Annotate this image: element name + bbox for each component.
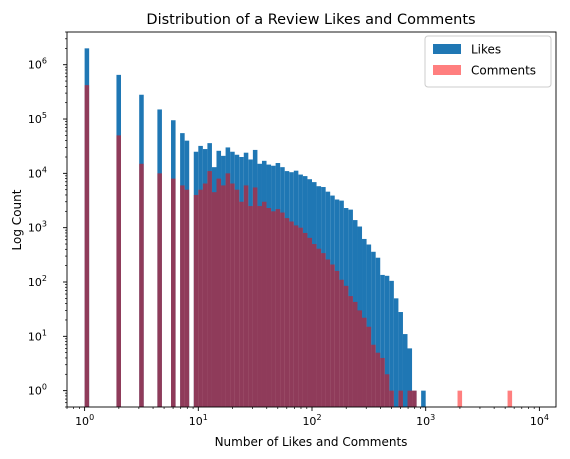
bar-comments [221,185,226,407]
bar-comments [271,211,276,407]
legend-label: Likes [471,43,501,57]
bar-comments [207,171,212,407]
legend-swatch [433,65,461,75]
bar-comments [116,135,121,407]
bar-comments [367,327,372,407]
bar-comments [212,192,217,407]
bar-likes [394,298,399,407]
x-axis-label: Number of Likes and Comments [215,435,408,449]
bar-comments [362,318,367,407]
bar-comments [321,253,326,407]
bar-comments [257,206,262,407]
bar-comments [408,391,413,407]
bar-comments [235,190,240,407]
bar-comments [385,374,390,407]
bar-comments [376,353,381,407]
bar-comments [239,202,244,407]
bar-likes [389,281,394,407]
bar-comments [226,173,231,407]
bar-comments [185,190,190,407]
bar-comments [157,173,162,407]
bar-likes [403,334,408,407]
bar-comments [267,208,272,407]
bar-comments [330,265,335,408]
bar-comments [171,179,176,407]
chart-title: Distribution of a Review Likes and Comme… [146,12,475,28]
bar-comments [371,345,376,407]
bar-comments [216,179,221,407]
bar-comments [248,206,253,407]
legend: Likes Comments [425,36,551,87]
bar-likes [421,391,426,407]
bar-comments [357,310,362,407]
bar-comments [294,225,299,407]
bar-comments [285,218,290,407]
bar-comments [312,244,317,407]
bar-comments [398,391,403,407]
bar-comments [280,213,285,407]
bar-comments [508,391,513,407]
y-axis-label: Log Count [10,189,24,250]
legend-swatch [433,44,461,54]
bar-comments [139,164,144,407]
bar-comments [180,185,185,407]
bar-comments [289,221,294,407]
bar-comments [307,238,312,407]
bar-comments [353,302,358,407]
bar-comments [389,391,394,407]
bar-comments [344,286,349,407]
bar-comments [85,85,90,407]
bar-comments [203,184,208,407]
bar-comments [458,391,463,407]
bar-comments [380,358,385,407]
bar-comments [348,296,353,407]
bar-comments [198,190,203,407]
bar-comments [194,195,199,407]
bar-comments [230,184,235,407]
bar-comments [253,187,258,407]
bar-comments [317,249,322,407]
legend-label: Comments [471,64,536,78]
bar-comments [298,228,303,407]
bar-comments [244,185,249,407]
bar-comments [326,259,331,407]
bar-comments [335,271,340,407]
bar-comments [339,280,344,407]
bar-comments [303,233,308,407]
bar-comments [262,202,267,407]
bar-comments [276,209,281,407]
bar-comments [412,391,417,407]
